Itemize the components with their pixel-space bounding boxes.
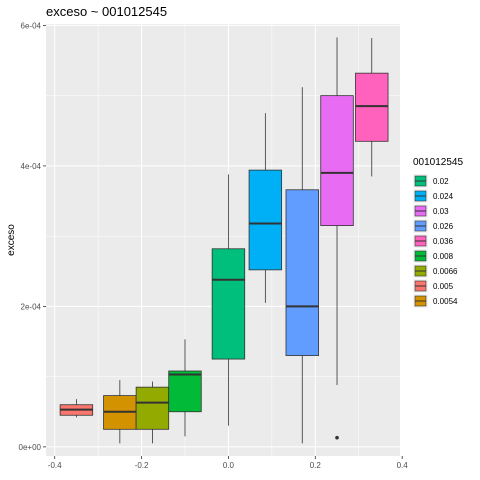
box-0.008 (168, 339, 202, 437)
legend-label: 0.02 (433, 177, 449, 186)
box-body (355, 72, 389, 142)
legend: 001012545 0.020.0240.030.0260.0360.0080.… (413, 157, 463, 308)
box-0.03 (320, 37, 354, 440)
y-tick-label: 4e-04 (21, 162, 42, 171)
y-axis: 0e+00 2e-04 4e-04 6e-04 (19, 21, 46, 452)
box-body (285, 189, 319, 356)
y-axis-label: exceso (6, 224, 17, 256)
box-body (320, 95, 354, 226)
legend-item-0.005: 0.005 (413, 279, 454, 293)
legend-item-0.02: 0.02 (413, 174, 449, 188)
legend-label: 0.0054 (433, 297, 458, 306)
legend-item-0.03: 0.03 (413, 204, 449, 218)
legend-label: 0.026 (433, 222, 454, 231)
legend-label: 0.008 (433, 252, 454, 261)
box-body (248, 169, 283, 271)
box-0.024 (248, 113, 283, 303)
plot-panel (46, 24, 400, 456)
outlier-point (335, 435, 339, 440)
x-tick-label: -0.4 (48, 461, 62, 470)
chart-title: exceso ~ 001012545 (46, 4, 167, 19)
legend-item-0.036: 0.036 (413, 234, 454, 248)
y-tick-label: 2e-04 (21, 302, 42, 311)
x-tick-label: 0.2 (310, 461, 322, 470)
legend-label: 0.03 (433, 207, 449, 216)
x-tick-label: 0.4 (397, 461, 409, 470)
legend-item-0.024: 0.024 (413, 189, 454, 203)
box-0.005 (59, 399, 94, 418)
box-0.02 (211, 174, 246, 426)
y-tick-label: 0e+00 (19, 443, 42, 452)
legend-label: 0.0066 (433, 267, 458, 276)
legend-item-0.0066: 0.0066 (413, 264, 458, 278)
legend-label: 0.036 (433, 237, 454, 246)
legend-label: 0.005 (433, 282, 454, 291)
box-body (135, 386, 170, 430)
box-body (168, 370, 202, 413)
legend-item-0.008: 0.008 (413, 249, 454, 263)
x-tick-label: -0.2 (135, 461, 149, 470)
x-tick-label: 0.0 (223, 461, 235, 470)
box-0.026 (285, 87, 319, 444)
legend-item-0.0054: 0.0054 (413, 294, 458, 308)
box-0.036 (355, 38, 389, 177)
boxes-layer (59, 37, 389, 444)
y-tick-label: 6e-04 (21, 21, 42, 30)
legend-label: 0.024 (433, 192, 454, 201)
box-body (211, 248, 246, 360)
legend-item-0.026: 0.026 (413, 219, 454, 233)
x-axis: -0.4 -0.2 0.0 0.2 0.4 (48, 456, 408, 470)
legend-title: 001012545 (413, 157, 463, 168)
legend-items: 0.02 0.024 0.03 0.026 0.036 0.008 0.0066 0.005 0… (413, 174, 458, 308)
